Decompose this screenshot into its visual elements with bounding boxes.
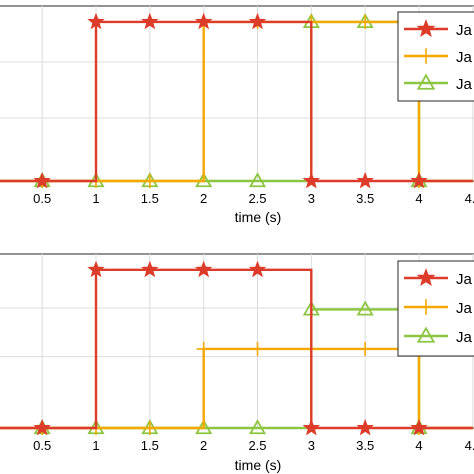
x-tick-label: 2.5 bbox=[248, 191, 266, 206]
data-point bbox=[248, 12, 267, 30]
x-tick-label: 0.5 bbox=[33, 438, 51, 453]
data-point bbox=[194, 260, 213, 278]
data-point bbox=[302, 171, 321, 189]
legend: Ja Ja Ja bbox=[397, 260, 474, 357]
data-point bbox=[87, 260, 105, 278]
legend-label: Ja bbox=[456, 271, 473, 288]
top-panel: 0.5 1 1.5 2 2.5 3 3.5 4 4. time (s) Ja Ja Ja bbox=[0, 5, 474, 225]
data-point bbox=[248, 172, 267, 188]
legend-marker bbox=[416, 19, 436, 38]
legend-label: Ja bbox=[456, 300, 473, 317]
data-point bbox=[356, 171, 374, 189]
x-tick-label: 3.5 bbox=[356, 438, 374, 453]
series-line bbox=[0, 347, 473, 430]
data-point bbox=[356, 300, 374, 316]
x-tick-label: 1 bbox=[92, 438, 99, 453]
x-tick-label: 3 bbox=[308, 191, 315, 206]
legend-label: Ja bbox=[456, 329, 473, 346]
x-tick-label: 2.5 bbox=[248, 438, 266, 453]
data-point bbox=[302, 418, 321, 436]
series-1 bbox=[0, 12, 473, 189]
data-point bbox=[358, 14, 373, 29]
x-tick-label: 2 bbox=[200, 191, 207, 206]
bottom-panel: 0.5 1 1.5 2 2.5 3 3.5 4 4. time (s) Ja Ja Ja bbox=[0, 253, 474, 473]
x-tick-label: 4. bbox=[465, 191, 474, 206]
legend: Ja Ja Ja bbox=[397, 11, 474, 102]
data-point bbox=[194, 12, 213, 30]
x-tick-label: 4 bbox=[415, 191, 422, 206]
x-tick-label: 3 bbox=[308, 438, 315, 453]
x-tick-label: 3.5 bbox=[356, 191, 374, 206]
legend-label: Ja bbox=[456, 22, 473, 39]
data-point bbox=[142, 174, 157, 188]
data-point bbox=[410, 171, 428, 189]
data-point bbox=[410, 418, 428, 436]
data-point bbox=[248, 260, 267, 278]
legend-marker bbox=[416, 326, 436, 343]
data-point bbox=[250, 341, 265, 356]
legend-marker bbox=[416, 268, 436, 287]
legend-marker bbox=[418, 299, 434, 315]
x-tick-label: 4. bbox=[465, 438, 474, 453]
x-tick-label: 0.5 bbox=[33, 191, 51, 206]
data-point bbox=[141, 260, 159, 278]
x-tick-label: 4 bbox=[415, 438, 422, 453]
legend-marker bbox=[416, 73, 436, 90]
data-point bbox=[142, 421, 157, 435]
data-point bbox=[33, 171, 51, 189]
data-point bbox=[356, 418, 374, 436]
data-point bbox=[33, 418, 51, 436]
data-point bbox=[358, 341, 373, 356]
x-tick-label: 2 bbox=[200, 438, 207, 453]
data-point bbox=[141, 12, 159, 30]
x-tick-label: 1 bbox=[92, 191, 99, 206]
x-axis-label: time (s) bbox=[235, 457, 282, 473]
legend-label: Ja bbox=[456, 76, 473, 93]
data-point bbox=[87, 12, 105, 30]
data-point bbox=[196, 341, 211, 356]
x-tick-label: 1.5 bbox=[141, 438, 159, 453]
data-point bbox=[248, 419, 267, 435]
x-tick-label: 1.5 bbox=[141, 191, 159, 206]
series-1 bbox=[0, 260, 473, 436]
x-axis-label: time (s) bbox=[235, 209, 282, 225]
legend-marker bbox=[418, 48, 434, 64]
legend-label: Ja bbox=[456, 49, 473, 66]
